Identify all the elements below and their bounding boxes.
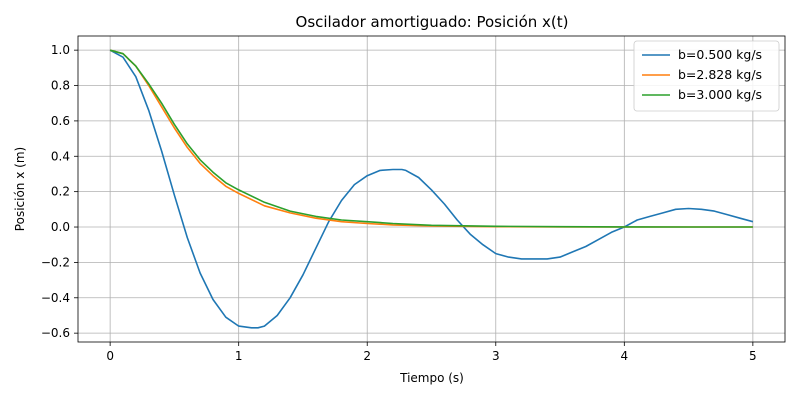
y-tick-label: 0.4 (51, 149, 70, 163)
x-tick-label: 0 (106, 349, 114, 363)
y-tick-label: −0.4 (41, 291, 70, 305)
series-line-0 (109, 49, 754, 329)
y-tick-label: 0.6 (51, 114, 70, 128)
y-tick-label: 1.0 (51, 43, 70, 57)
y-tick-label: 0.0 (51, 220, 70, 234)
y-tick-label: 0.2 (51, 185, 70, 199)
legend-label-2: b=3.000 kg/s (678, 87, 762, 102)
x-axis: 0 1 2 3 4 5 (106, 342, 757, 363)
legend: b=0.500 kg/s b=2.828 kg/s b=3.000 kg/s (633, 40, 780, 112)
legend-label-0: b=0.500 kg/s (678, 47, 762, 62)
legend-box (633, 40, 780, 112)
plot-frame (77, 35, 786, 343)
y-axis: −0.6 −0.4 −0.2 0.0 0.2 0.4 0.6 0.8 1.0 (41, 43, 78, 340)
x-tick-label: 1 (235, 349, 243, 363)
x-tick-label: 4 (620, 349, 628, 363)
legend-label-1: b=2.828 kg/s (678, 67, 762, 82)
y-tick-label: −0.6 (41, 326, 70, 340)
x-axis-label: Tiempo (s) (399, 371, 464, 385)
chart-title: Oscilador amortiguado: Posición x(t) (296, 13, 569, 31)
x-tick-label: 2 (363, 349, 371, 363)
x-tick-label: 5 (749, 349, 757, 363)
x-tick-label: 3 (492, 349, 500, 363)
series-line-2 (109, 49, 753, 228)
series-group (109, 49, 754, 329)
y-tick-label: −0.2 (41, 255, 70, 269)
y-axis-label: Posición x (m) (13, 147, 27, 231)
y-tick-label: 0.8 (51, 79, 70, 93)
